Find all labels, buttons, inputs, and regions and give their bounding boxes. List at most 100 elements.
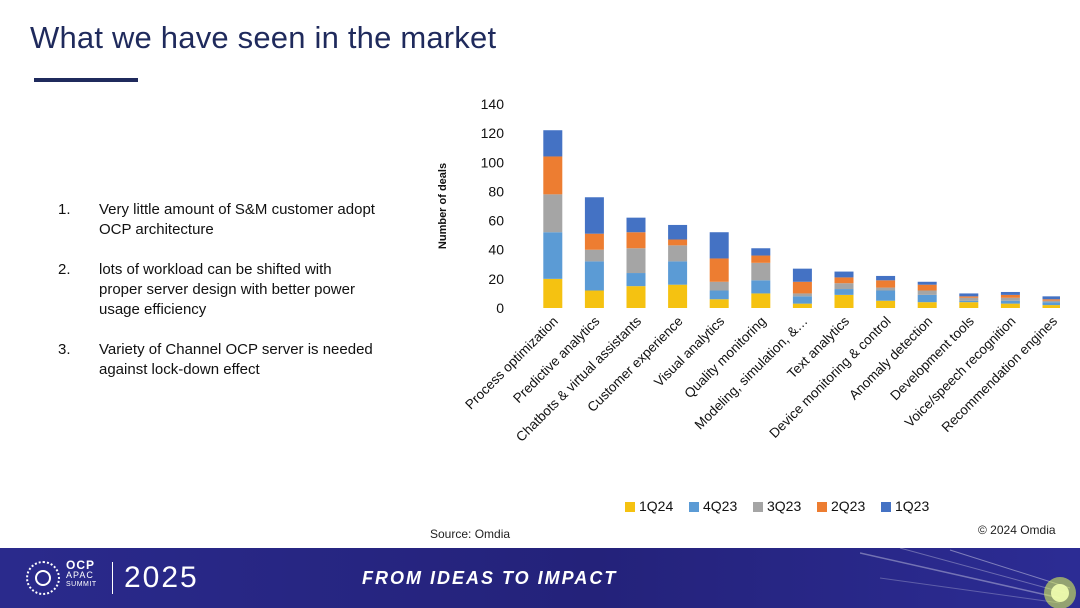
logo-line-ocp: OCP — [66, 558, 96, 572]
bar-segment-4q23 — [917, 294, 937, 303]
y-tick-label: 100 — [481, 154, 505, 170]
bar-segment-1q24 — [1042, 305, 1060, 308]
logo-text: OCP APAC SUMMIT — [66, 558, 97, 590]
bar-segment-1q23 — [751, 248, 771, 256]
bar-segment-2q23 — [959, 296, 979, 298]
bar-segment-2q23 — [876, 280, 896, 288]
bar-segment-1q23 — [584, 197, 604, 234]
bullet-item: 1. Very little amount of S&M customer ad… — [58, 200, 378, 240]
legend-label: 1Q24 — [639, 498, 673, 514]
bar-segment-3q23 — [668, 245, 688, 262]
bar-segment-2q23 — [626, 232, 646, 249]
bullet-number: 2. — [58, 261, 71, 278]
y-axis-label: Number of deals — [437, 163, 449, 249]
bar-segment-3q23 — [834, 283, 854, 290]
slide-title: What we have seen in the market — [30, 20, 497, 55]
legend-swatch-1q24 — [625, 502, 635, 512]
bar-segment-2q23 — [584, 233, 604, 250]
bar-segment-3q23 — [917, 290, 937, 295]
footer-tagline: FROM IDEAS TO IMPACT — [362, 568, 618, 588]
bar-segment-3q23 — [792, 293, 812, 297]
bar-segment-3q23 — [626, 248, 646, 274]
bullet-text: lots of workload can be shifted with pro… — [99, 261, 355, 318]
bar-segment-1q23 — [917, 281, 937, 285]
bar-segment-3q23 — [876, 287, 896, 291]
bar-segment-4q23 — [543, 232, 563, 279]
y-tick-label: 40 — [488, 242, 504, 258]
y-tick-label: 0 — [496, 300, 504, 316]
bar-segment-2q23 — [792, 281, 812, 294]
bar-segment-1q24 — [668, 284, 688, 308]
copyright-note: © 2024 Omdia — [978, 523, 1056, 537]
legend-label: 3Q23 — [767, 498, 801, 514]
bar-segment-1q24 — [626, 286, 646, 308]
bar-segment-2q23 — [1000, 294, 1020, 298]
bar-segment-1q24 — [834, 294, 854, 308]
bar-segment-4q23 — [834, 289, 854, 295]
logo-line-apac: APAC — [66, 570, 94, 580]
bar-segment-1q23 — [1042, 296, 1060, 300]
bullet-item: 3. Variety of Channel OCP server is need… — [58, 340, 378, 380]
y-tick-label: 140 — [481, 96, 505, 112]
bar-segment-1q23 — [1000, 291, 1020, 295]
y-tick-label: 20 — [488, 271, 504, 287]
bullet-number: 1. — [58, 201, 71, 218]
bullet-text: Very little amount of S&M customer adopt… — [99, 201, 375, 238]
bar-segment-1q24 — [584, 290, 604, 308]
y-tick-label: 80 — [488, 183, 504, 199]
bullet-number: 3. — [58, 341, 71, 358]
bar-segment-1q23 — [668, 224, 688, 240]
bar-segment-2q23 — [834, 277, 854, 284]
legend-swatch-2q23 — [817, 502, 827, 512]
bar-segment-1q23 — [876, 275, 896, 281]
bar-segment-1q23 — [709, 232, 729, 259]
bar-segment-1q24 — [876, 300, 896, 308]
bar-segment-2q23 — [709, 258, 729, 282]
bar-segment-4q23 — [876, 290, 896, 301]
footer-divider — [112, 562, 113, 594]
bar-segment-2q23 — [668, 239, 688, 246]
bar-segment-1q24 — [709, 299, 729, 308]
y-tick-label: 60 — [488, 213, 504, 229]
bar-segment-3q23 — [1000, 297, 1020, 301]
bar-segment-4q23 — [1042, 302, 1060, 306]
bar-segment-1q24 — [792, 303, 812, 308]
bar-segment-1q24 — [959, 302, 979, 308]
bar-segment-4q23 — [709, 290, 729, 300]
bar-segment-3q23 — [1042, 300, 1060, 303]
footer-year: 2025 — [124, 561, 199, 594]
bar-segment-3q23 — [709, 281, 729, 291]
bar-segment-1q23 — [959, 293, 979, 297]
logo-line-summit: SUMMIT — [66, 581, 97, 588]
bar-segment-4q23 — [959, 300, 979, 303]
bar-segment-3q23 — [959, 297, 979, 301]
bar-segment-2q23 — [751, 255, 771, 263]
bullet-item: 2. lots of workload can be shifted with … — [58, 260, 378, 320]
legend-label: 2Q23 — [831, 498, 865, 514]
bar-segment-2q23 — [1042, 299, 1060, 301]
legend-label: 4Q23 — [703, 498, 737, 514]
bar-segment-3q23 — [751, 262, 771, 281]
bullet-text: Variety of Channel OCP server is needed … — [99, 341, 373, 378]
bar-segment-4q23 — [626, 273, 646, 287]
legend-swatch-4q23 — [689, 502, 699, 512]
bar-segment-1q23 — [626, 217, 646, 233]
bar-segment-1q24 — [751, 293, 771, 308]
legend-swatch-3q23 — [753, 502, 763, 512]
bar-segment-3q23 — [584, 249, 604, 262]
bar-segment-1q23 — [834, 271, 854, 278]
footer-banner: OCP APAC SUMMIT 2025 FROM IDEAS TO IMPAC… — [0, 548, 1080, 608]
ocp-logo-icon — [26, 561, 60, 595]
light-burst-decoration-icon — [860, 548, 1076, 608]
bar-segment-4q23 — [1000, 300, 1020, 304]
bar-segment-1q23 — [543, 130, 563, 157]
y-tick-label: 120 — [481, 125, 505, 141]
bar-segment-4q23 — [751, 280, 771, 294]
bar-segment-2q23 — [917, 284, 937, 291]
bar-segment-1q24 — [1000, 303, 1020, 308]
bar-segment-1q24 — [917, 302, 937, 308]
bar-segment-3q23 — [543, 194, 563, 233]
legend-label: 1Q23 — [895, 498, 929, 514]
bullet-list: 1. Very little amount of S&M customer ad… — [58, 200, 378, 400]
